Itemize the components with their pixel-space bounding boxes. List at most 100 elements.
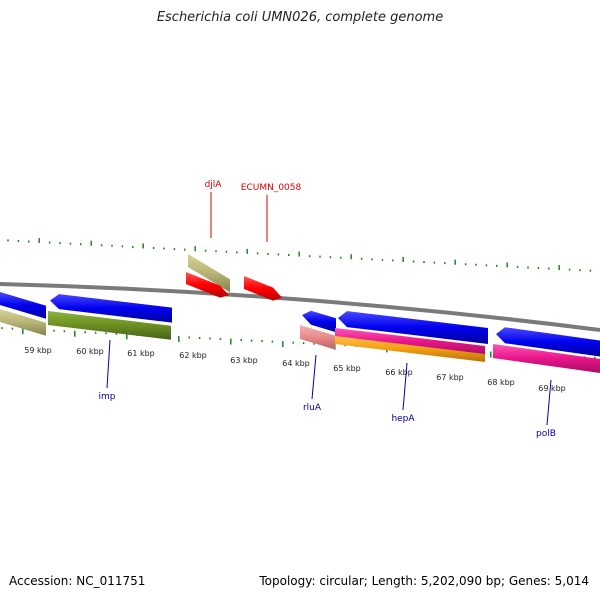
gene-label-djlA[interactable]: djlA [205,180,223,190]
tick-mark [225,250,228,253]
tick-mark [454,259,456,265]
feature-blue-hepA[interactable] [338,311,488,344]
gene-leader-line [311,354,317,400]
feature-blue-left[interactable] [0,292,46,319]
gene-label-rluA[interactable]: rluA [303,403,322,413]
tick-mark [90,240,92,246]
tick-mark [59,242,61,245]
map-title: Escherichia coli UMN026, complete genome [156,10,444,25]
tick-mark [121,245,124,248]
feature-olive-imp[interactable] [48,311,171,340]
tick-mark [568,268,571,271]
tick-mark [100,244,103,247]
gene-label-polB[interactable]: polB [536,429,556,439]
feature-blue-rluA[interactable] [302,310,336,333]
gene-leader-line [546,379,552,426]
tick-mark [256,252,259,255]
genome-summary: Topology: circular; Length: 5,202,090 bp… [259,574,589,588]
tick-mark [558,265,560,271]
feature-pink-polB[interactable] [493,344,600,373]
tick-mark [209,337,211,340]
tick-mark [402,256,404,262]
kbp-label: 64 kbp [282,359,310,368]
kbp-label: 63 kbp [230,356,258,365]
kbp-label: 65 kbp [333,364,361,373]
kbp-label: 61 kbp [127,349,155,358]
tick-mark [360,257,363,260]
tick-mark [142,243,144,249]
feature-salmon-rluA[interactable] [300,325,335,350]
tick-mark [579,269,581,272]
tick-mark [38,238,40,244]
tick-mark [194,246,196,252]
tick-mark [392,259,394,262]
tick-mark [267,252,269,255]
tick-mark [433,261,436,264]
tick-mark [490,351,492,358]
kbp-label: 60 kbp [76,347,104,356]
tick-mark [589,269,592,272]
feature-blue-polB[interactable] [496,327,600,357]
gene-label-hepA[interactable]: hepA [391,414,415,424]
kbp-label: 59 kbp [24,346,52,355]
tick-mark [308,255,311,258]
gene-label-ECUMN_0058[interactable]: ECUMN_0058 [241,183,302,193]
feature-blue-imp[interactable] [50,294,172,323]
kbp-label: 66 kbp [385,368,413,377]
tick-mark [313,342,315,345]
tick-mark [84,331,86,334]
tick-mark [444,262,446,265]
tick-mark [506,262,508,268]
gene-leader-line [402,362,408,411]
feature-red-djlA[interactable] [186,272,229,298]
tick-mark [298,251,300,257]
tick-mark [292,341,294,344]
tick-mark [178,335,180,342]
feature-khaki-left[interactable] [0,309,46,336]
tick-mark [485,264,488,267]
tick-mark [282,341,284,348]
kbp-label: 69 kbp [538,384,566,393]
tick-mark [7,239,9,242]
tick-mark [22,328,24,335]
tick-mark [271,340,274,343]
tick-mark [230,338,232,345]
tick-mark [80,243,82,246]
kbp-label: 62 kbp [179,351,207,360]
tick-mark [496,264,498,267]
tick-mark [288,254,290,257]
feature-khaki-djlA[interactable] [188,254,230,293]
tick-mark [105,332,107,335]
tick-mark [240,339,242,342]
tick-mark [219,338,222,341]
feature-red-ECUMN_0058[interactable] [244,276,282,301]
tick-mark [69,242,72,245]
tick-mark [28,240,30,243]
tick-mark [250,339,253,342]
tick-mark [94,331,97,334]
genome-backbone [0,282,600,332]
tick-mark [17,239,20,242]
tick-mark [126,333,128,340]
tick-mark [537,266,540,269]
tick-mark [188,336,190,339]
tick-mark [236,251,238,254]
tick-mark [344,344,346,347]
tick-mark [527,266,529,269]
tick-mark [115,332,118,335]
tick-mark [204,249,207,252]
feature-pink-hepA[interactable] [335,328,485,355]
tick-mark [132,245,134,248]
feature-orange-hepA[interactable] [335,336,485,362]
tick-mark [48,241,51,244]
kbp-label: 68 kbp [487,378,515,387]
accession-label: Accession: NC_011751 [9,574,146,588]
gene-label-imp[interactable]: imp [99,392,116,402]
tick-mark [246,248,248,254]
tick-mark [163,247,165,250]
kbp-scale-labels: 59 kbp 60 kbp 61 kbp 62 kbp 63 kbp 64 kbp 65 k… [24,346,566,393]
tick-mark [371,258,373,261]
upper-tick-track [7,238,592,272]
